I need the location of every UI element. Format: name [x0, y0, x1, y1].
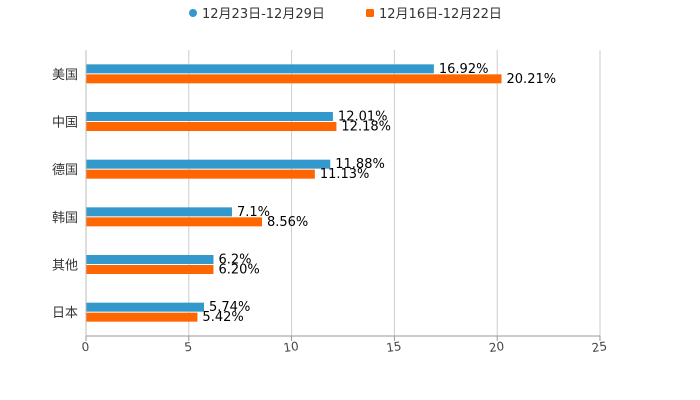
bar-series-2[interactable]	[86, 169, 315, 179]
category-label: 中国	[52, 116, 78, 131]
data-label-series-2: 6.20%	[218, 263, 259, 278]
x-tick-label: 15	[385, 339, 402, 355]
x-tick-label: 5	[183, 340, 193, 355]
data-label-series-1: 5.74%	[209, 300, 250, 315]
x-tick-label: 10	[283, 339, 300, 355]
bar-series-1[interactable]	[86, 64, 434, 74]
x-tick-label: 25	[591, 339, 608, 355]
data-label-series-1: 11.88%	[335, 157, 385, 172]
data-label-series-1: 6.2%	[218, 253, 251, 268]
bar-series-2[interactable]	[86, 74, 502, 84]
bar-series-1[interactable]	[86, 207, 232, 217]
bar-series-1[interactable]	[86, 159, 331, 169]
category-label: 日本	[52, 306, 78, 321]
bar-series-2[interactable]	[86, 312, 198, 322]
data-label-series-1: 12.01%	[338, 110, 388, 125]
bar-series-1[interactable]	[86, 302, 205, 312]
x-tick-label: 20	[488, 339, 505, 355]
legend: 12月23日-12月29日 12月16日-12月22日	[189, 7, 502, 22]
bar-series-1[interactable]	[86, 112, 333, 121]
data-label-series-1: 16.92%	[439, 62, 489, 77]
bar-series-1[interactable]	[86, 255, 214, 264]
data-label-series-2: 20.21%	[507, 72, 557, 87]
legend-label-series-2[interactable]: 12月16日-12月22日	[379, 7, 502, 22]
data-label-series-2: 12.18%	[341, 120, 391, 135]
bar-series-2[interactable]	[86, 122, 337, 131]
axes: 0 5 10 15 20 25	[81, 50, 608, 355]
legend-marker-series-1[interactable]	[189, 9, 197, 17]
data-label-series-2: 8.56%	[267, 215, 308, 230]
category-label: 其他	[52, 259, 78, 274]
bars	[86, 64, 502, 322]
legend-marker-series-2[interactable]	[366, 9, 374, 17]
category-label: 美国	[52, 68, 78, 83]
data-label-series-2: 5.42%	[202, 310, 243, 325]
labels: 美国 16.92% 20.21% 中国 12.01%12.18% 德国 11.88%11.1…	[52, 62, 556, 325]
grid-lines	[188, 50, 601, 336]
category-label: 韩国	[52, 211, 78, 226]
category-label: 德国	[52, 163, 78, 178]
data-label-series-2: 11.13%	[320, 167, 370, 182]
data-label-series-1: 7.1%	[237, 205, 270, 220]
bar-series-2[interactable]	[86, 217, 262, 227]
bar-series-2[interactable]	[86, 265, 214, 274]
legend-label-series-1[interactable]: 12月23日-12月29日	[202, 7, 325, 22]
x-tick-label: 0	[81, 340, 91, 355]
